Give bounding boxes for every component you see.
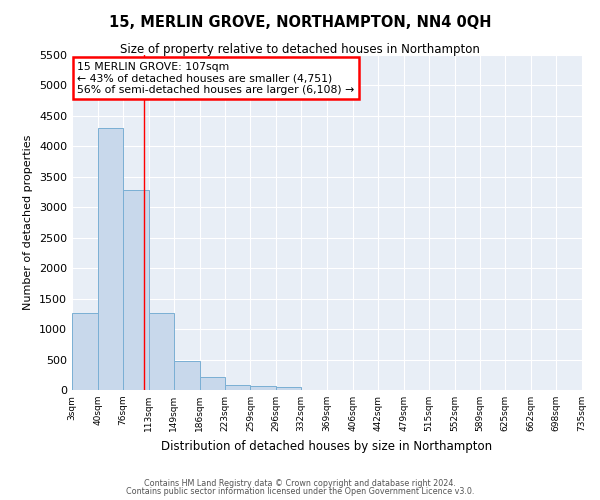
- Bar: [174, 361, 199, 390]
- Text: 15 MERLIN GROVE: 107sqm
← 43% of detached houses are smaller (4,751)
56% of semi: 15 MERLIN GROVE: 107sqm ← 43% of detache…: [77, 62, 355, 95]
- Bar: [98, 128, 123, 390]
- Bar: [149, 312, 174, 390]
- Bar: [123, 190, 149, 390]
- Bar: [199, 377, 225, 390]
- Y-axis label: Number of detached properties: Number of detached properties: [23, 135, 34, 310]
- Bar: [225, 384, 250, 390]
- Bar: [72, 312, 98, 390]
- Text: Contains HM Land Registry data © Crown copyright and database right 2024.: Contains HM Land Registry data © Crown c…: [144, 478, 456, 488]
- Bar: [250, 386, 276, 390]
- Text: 15, MERLIN GROVE, NORTHAMPTON, NN4 0QH: 15, MERLIN GROVE, NORTHAMPTON, NN4 0QH: [109, 15, 491, 30]
- Bar: [276, 387, 301, 390]
- Text: Contains public sector information licensed under the Open Government Licence v3: Contains public sector information licen…: [126, 487, 474, 496]
- Text: Size of property relative to detached houses in Northampton: Size of property relative to detached ho…: [120, 42, 480, 56]
- X-axis label: Distribution of detached houses by size in Northampton: Distribution of detached houses by size …: [161, 440, 493, 452]
